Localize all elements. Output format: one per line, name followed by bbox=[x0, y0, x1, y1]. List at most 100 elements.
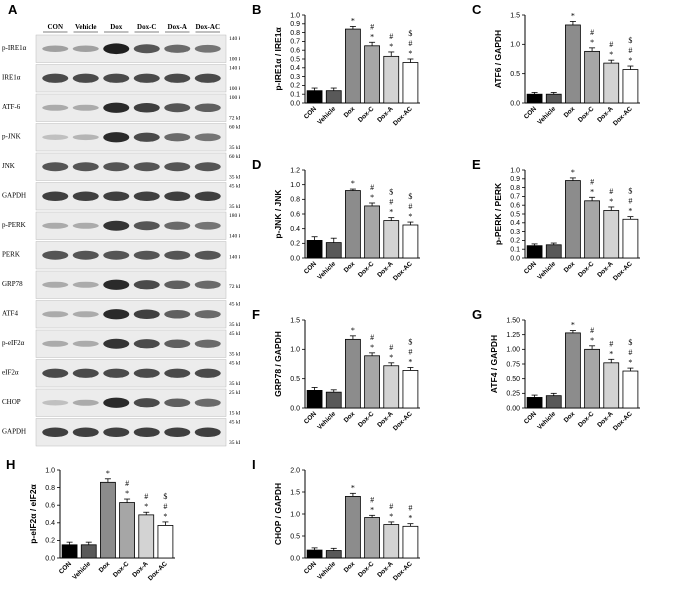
significance-mark: # bbox=[408, 39, 412, 48]
blot-kda-label: 45 kDa bbox=[229, 184, 240, 190]
significance-mark: * bbox=[590, 38, 594, 47]
blot-band bbox=[103, 132, 130, 143]
bar-dox-ac bbox=[622, 218, 639, 259]
blot-strip bbox=[35, 64, 227, 93]
significance-mark: * bbox=[571, 11, 575, 20]
y-tick-label: 0.4 bbox=[45, 520, 55, 527]
significance-mark: $ bbox=[408, 338, 412, 347]
significance-mark: * bbox=[370, 193, 374, 202]
significance-mark: # bbox=[370, 495, 374, 504]
blot-band bbox=[103, 250, 130, 260]
significance-mark: # bbox=[408, 348, 412, 357]
x-tick-label: CON bbox=[523, 410, 538, 425]
blot-kda-label: 35 kDa bbox=[229, 322, 240, 328]
blot-group-label: CON bbox=[47, 23, 63, 31]
blot-band bbox=[194, 44, 221, 53]
blot-band bbox=[72, 250, 99, 260]
bar-dox-a bbox=[603, 210, 620, 259]
blot-band bbox=[42, 250, 69, 260]
bar-dox-c bbox=[119, 502, 135, 559]
significance-mark: # bbox=[590, 28, 594, 37]
blot-band bbox=[72, 399, 99, 406]
significance-mark: * bbox=[628, 207, 632, 216]
blot-band bbox=[133, 280, 160, 290]
blot-band bbox=[103, 43, 130, 55]
x-tick-label: Dox bbox=[343, 560, 357, 574]
blot-band bbox=[42, 400, 69, 406]
y-tick-label: 0.6 bbox=[510, 203, 520, 210]
significance-mark: $ bbox=[408, 192, 412, 201]
blot-kda-label: 35 kDa bbox=[229, 204, 240, 210]
y-tick-label: 1.0 bbox=[290, 182, 300, 189]
blot-band bbox=[194, 221, 221, 230]
panel-letter: F bbox=[252, 307, 260, 322]
bar-con bbox=[306, 90, 323, 104]
bar-vehicle bbox=[545, 244, 562, 259]
y-tick-label: 0.50 bbox=[506, 376, 520, 383]
y-axis-label: ATF4 / GAPDH bbox=[489, 335, 499, 393]
x-tick-label: Dox bbox=[563, 410, 577, 424]
blot-band bbox=[72, 73, 99, 83]
blot-kda-label: 45 kDa bbox=[229, 302, 240, 308]
blot-band bbox=[42, 222, 69, 229]
x-tick-label: CON bbox=[303, 105, 318, 120]
blot-band bbox=[133, 339, 160, 349]
chart-chop: I 0.0 0.5 1.0 1.5 2.0 CHOP / GAPDH CON Vehicle * D… bbox=[250, 455, 465, 602]
blot-band bbox=[164, 103, 191, 113]
x-tick-label: Dox-AC bbox=[147, 560, 169, 582]
blot-protein-label: eIF2α bbox=[2, 368, 19, 376]
bar-dox-a bbox=[603, 62, 620, 104]
blot-band bbox=[194, 133, 221, 142]
significance-mark: * bbox=[389, 208, 393, 217]
bar-dox bbox=[100, 481, 116, 559]
significance-mark: # bbox=[408, 202, 412, 211]
blot-band bbox=[133, 44, 160, 54]
blot-group-label: Dox-A bbox=[168, 23, 187, 31]
panel-letter: G bbox=[472, 307, 482, 322]
blot-band bbox=[194, 73, 221, 83]
significance-mark: $ bbox=[628, 338, 632, 347]
y-tick-label: 1.0 bbox=[45, 467, 55, 474]
significance-mark: * bbox=[351, 483, 355, 492]
blot-kda-label: 35 kDa bbox=[229, 145, 240, 151]
y-tick-label: 0.4 bbox=[290, 65, 300, 72]
blot-protein-label: p-IRE1α bbox=[2, 44, 27, 52]
x-tick-label: Dox-AC bbox=[392, 105, 414, 127]
blot-band bbox=[133, 132, 160, 142]
y-tick-label: 0.8 bbox=[290, 197, 300, 204]
y-tick-label: 0.6 bbox=[290, 211, 300, 218]
bar-vehicle bbox=[545, 395, 562, 409]
y-tick-label: 2.0 bbox=[290, 467, 300, 474]
blot-band bbox=[133, 250, 160, 260]
blot-band bbox=[42, 427, 69, 438]
blot-band bbox=[72, 191, 99, 202]
x-tick-label: CON bbox=[523, 260, 538, 275]
y-tick-label: 0.2 bbox=[510, 238, 520, 245]
x-tick-label: CON bbox=[303, 560, 318, 575]
y-tick-label: 0.5 bbox=[510, 211, 520, 218]
y-tick-label: 0.1 bbox=[290, 92, 300, 99]
y-tick-label: 1.2 bbox=[290, 167, 300, 174]
x-tick-label: CON bbox=[523, 105, 538, 120]
y-tick-label: 0.0 bbox=[290, 405, 300, 412]
panel-letter-a: A bbox=[8, 2, 18, 17]
x-tick-label: Dox bbox=[98, 560, 112, 574]
y-tick-label: 0.1 bbox=[510, 247, 520, 254]
blot-kda-label: 140 kDa bbox=[229, 36, 240, 42]
blot-band bbox=[164, 250, 191, 260]
significance-mark: $ bbox=[408, 29, 412, 38]
blot-protein-label: GAPDH bbox=[2, 191, 26, 199]
blot-band bbox=[72, 281, 99, 288]
y-tick-label: 0.8 bbox=[510, 185, 520, 192]
significance-mark: $ bbox=[628, 187, 632, 196]
blot-band bbox=[133, 398, 160, 408]
blot-band bbox=[42, 45, 69, 52]
panel-letter: H bbox=[6, 457, 15, 472]
blot-kda-label: 60 kDa bbox=[229, 125, 240, 131]
blot-protein-label: IRE1α bbox=[2, 73, 21, 81]
chart-grp78: F 0.0 0.5 1.0 1.5 GRP78 / GAPDH CON Vehicle * Dox… bbox=[250, 305, 465, 455]
y-tick-label: 0.0 bbox=[510, 255, 520, 262]
y-tick-label: 0.8 bbox=[45, 485, 55, 492]
significance-mark: # bbox=[370, 333, 374, 342]
blot-kda-label: 45 kDa bbox=[229, 331, 240, 337]
